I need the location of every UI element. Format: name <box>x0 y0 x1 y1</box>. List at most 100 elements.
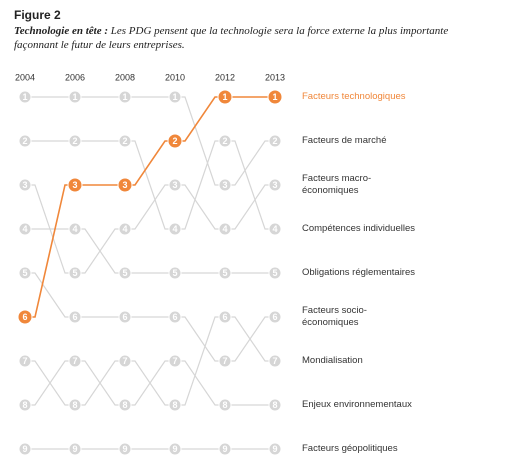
rank-marker <box>18 90 32 104</box>
rank-label: 8 <box>122 400 127 410</box>
series-line <box>25 140 275 230</box>
rank-marker <box>268 178 282 192</box>
rank-marker <box>218 266 232 280</box>
rank-label: 7 <box>222 356 227 366</box>
rank-label: 8 <box>22 400 27 410</box>
series-label: Facteurs macro-économiques <box>302 173 372 196</box>
rank-marker <box>268 398 282 412</box>
rank-label: 2 <box>222 136 227 146</box>
rank-label: 8 <box>272 400 277 410</box>
rank-marker <box>68 442 82 456</box>
rank-marker <box>168 442 182 456</box>
rank-label: 9 <box>22 444 27 454</box>
rank-label: 2 <box>22 136 27 146</box>
rank-marker <box>68 222 82 236</box>
series-line <box>25 360 275 406</box>
rank-label: 3 <box>222 180 227 190</box>
rank-marker <box>18 134 32 148</box>
rank-marker <box>268 222 282 236</box>
rank-label: 5 <box>122 268 127 278</box>
rank-marker <box>218 442 232 456</box>
rank-label: 1 <box>122 92 127 102</box>
rank-label: 2 <box>272 136 277 146</box>
rank-label: 1 <box>72 92 77 102</box>
rank-marker <box>118 266 132 280</box>
rank-marker <box>268 442 282 456</box>
rank-marker <box>218 354 232 368</box>
rank-marker <box>18 222 32 236</box>
series-label: Facteurs de marché <box>302 135 387 146</box>
rank-label: 5 <box>222 268 227 278</box>
rank-label: 3 <box>22 180 27 190</box>
rank-label: 9 <box>122 444 127 454</box>
rank-marker <box>218 134 232 148</box>
rank-marker <box>117 177 133 193</box>
x-tick-label: 2004 <box>15 72 35 82</box>
rank-marker <box>17 309 33 325</box>
rank-marker <box>68 398 82 412</box>
rank-marker <box>118 442 132 456</box>
rank-label: 3 <box>122 180 127 190</box>
rank-marker <box>67 177 83 193</box>
rank-marker <box>168 266 182 280</box>
rank-marker <box>118 398 132 412</box>
rank-label: 7 <box>72 356 77 366</box>
rank-marker <box>168 310 182 324</box>
rank-marker <box>68 310 82 324</box>
rank-label: 2 <box>72 136 77 146</box>
series-line <box>25 316 275 406</box>
rank-label: 1 <box>272 92 277 102</box>
rank-label: 4 <box>122 224 127 234</box>
rank-label: 4 <box>272 224 277 234</box>
rank-marker <box>168 178 182 192</box>
rank-marker <box>118 134 132 148</box>
rank-marker <box>218 222 232 236</box>
series-label: Facteurs géopolitiques <box>302 443 398 454</box>
rank-label: 6 <box>22 312 27 322</box>
rank-marker <box>118 354 132 368</box>
rank-label: 5 <box>272 268 277 278</box>
subtitle-lead: Technologie en tête : <box>14 25 108 37</box>
rank-marker <box>68 354 82 368</box>
rank-label: 3 <box>172 180 177 190</box>
rank-label: 7 <box>172 356 177 366</box>
rank-label: 7 <box>22 356 27 366</box>
rank-marker <box>68 90 82 104</box>
series-label: Facteurs technologiques <box>302 91 406 102</box>
x-tick-label: 2010 <box>165 72 185 82</box>
series-label: Obligations réglementaires <box>302 267 416 278</box>
rank-label: 6 <box>72 312 77 322</box>
x-tick-label: 2006 <box>65 72 85 82</box>
rank-marker <box>168 398 182 412</box>
rank-label: 6 <box>122 312 127 322</box>
series-label: Compétences individuelles <box>302 223 416 234</box>
rank-marker <box>118 310 132 324</box>
rank-marker <box>18 442 32 456</box>
rank-label: 6 <box>222 312 227 322</box>
rank-marker <box>218 398 232 412</box>
rank-marker <box>268 134 282 148</box>
subtitle-text: Les PDG pensent que la technologie sera … <box>14 25 449 51</box>
rank-marker <box>268 266 282 280</box>
rank-label: 4 <box>172 224 177 234</box>
rank-label: 4 <box>72 224 77 234</box>
rank-marker <box>118 222 132 236</box>
rank-marker <box>18 266 32 280</box>
rank-marker <box>267 89 283 105</box>
rank-label: 1 <box>22 92 27 102</box>
rank-label: 1 <box>172 92 177 102</box>
series-line <box>25 272 275 362</box>
chart-title: Figure 2 <box>14 8 61 22</box>
rank-marker <box>218 310 232 324</box>
rank-label: 5 <box>172 268 177 278</box>
rank-marker <box>268 310 282 324</box>
rank-label: 1 <box>222 92 227 102</box>
x-tick-label: 2012 <box>215 72 235 82</box>
rank-label: 5 <box>72 268 77 278</box>
rank-label: 7 <box>122 356 127 366</box>
rank-marker <box>68 266 82 280</box>
x-tick-label: 2013 <box>265 72 285 82</box>
rank-label: 8 <box>222 400 227 410</box>
rank-label: 4 <box>222 224 227 234</box>
